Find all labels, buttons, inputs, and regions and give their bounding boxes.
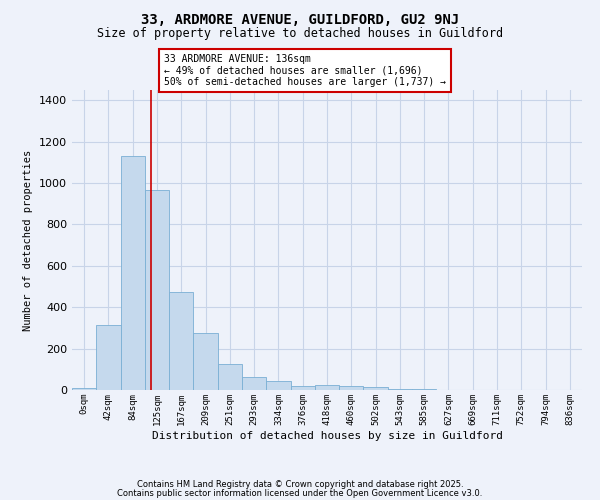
Bar xyxy=(242,376,266,390)
Bar xyxy=(290,386,315,390)
Text: 33 ARDMORE AVENUE: 136sqm
← 49% of detached houses are smaller (1,696)
50% of se: 33 ARDMORE AVENUE: 136sqm ← 49% of detac… xyxy=(164,54,446,87)
Text: Contains HM Land Registry data © Crown copyright and database right 2025.: Contains HM Land Registry data © Crown c… xyxy=(137,480,463,489)
Bar xyxy=(96,325,121,390)
Bar xyxy=(169,292,193,390)
Bar xyxy=(266,380,290,390)
Bar xyxy=(315,385,339,390)
Text: Size of property relative to detached houses in Guildford: Size of property relative to detached ho… xyxy=(97,28,503,40)
Bar xyxy=(364,387,388,390)
Bar xyxy=(145,190,169,390)
Bar xyxy=(339,386,364,390)
Y-axis label: Number of detached properties: Number of detached properties xyxy=(23,150,34,330)
Bar xyxy=(218,364,242,390)
Text: Contains public sector information licensed under the Open Government Licence v3: Contains public sector information licen… xyxy=(118,488,482,498)
Text: 33, ARDMORE AVENUE, GUILDFORD, GU2 9NJ: 33, ARDMORE AVENUE, GUILDFORD, GU2 9NJ xyxy=(141,12,459,26)
Bar xyxy=(72,388,96,390)
Bar xyxy=(121,156,145,390)
Bar xyxy=(388,389,412,390)
Bar xyxy=(193,333,218,390)
X-axis label: Distribution of detached houses by size in Guildford: Distribution of detached houses by size … xyxy=(151,430,503,440)
